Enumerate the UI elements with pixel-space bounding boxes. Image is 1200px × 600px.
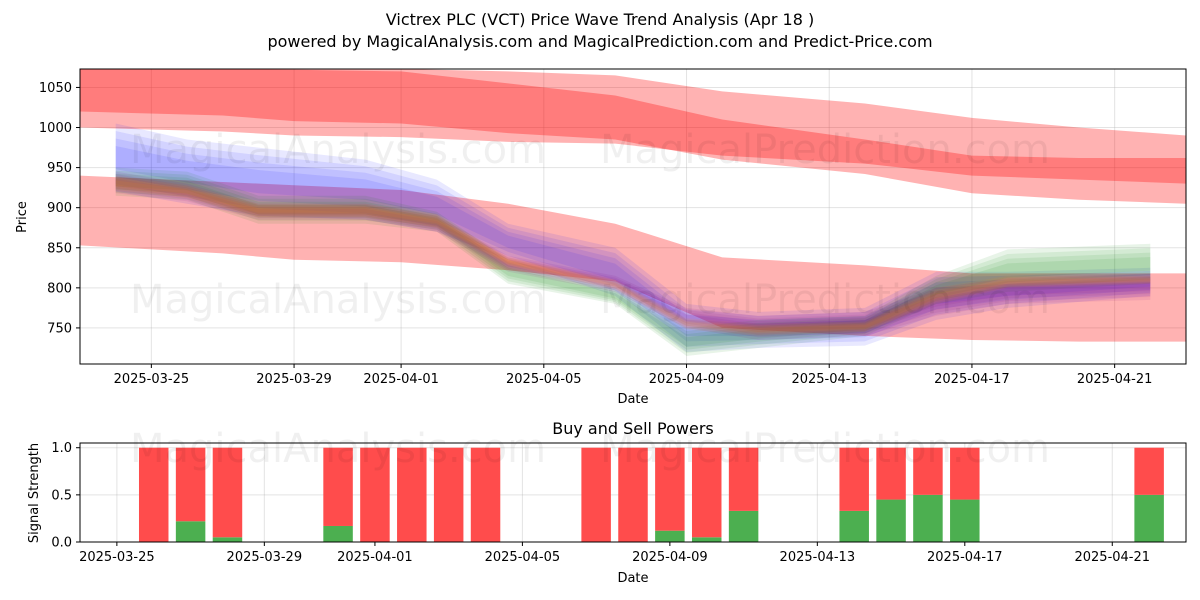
price-x-tick-label: 2025-04-01 xyxy=(363,372,439,387)
buy-bar xyxy=(212,537,243,542)
price-wave-series-3 xyxy=(115,177,1151,335)
sell-bar xyxy=(950,447,980,500)
signal-x-tick-label: 2025-04-13 xyxy=(780,550,856,565)
buy-bar xyxy=(913,494,943,542)
buy-bar xyxy=(876,499,906,542)
signal-x-tick-label: 2025-04-01 xyxy=(337,550,413,565)
price-x-label: Date xyxy=(617,392,648,407)
price-x-tick-label: 2025-04-05 xyxy=(506,372,582,387)
sell-bar xyxy=(175,447,206,522)
watermark-top-right: MagicalPrediction.com xyxy=(600,127,1050,173)
price-y-tick-label: 800 xyxy=(47,281,72,296)
signal-x-ticks: 2025-03-25 2025-03-29 2025-04-01 2025-04-05… xyxy=(79,542,1150,565)
price-y-tick-label: 750 xyxy=(47,321,72,336)
signal-x-tick-label: 2025-04-05 xyxy=(485,550,561,565)
sell-bar xyxy=(655,447,685,531)
signal-axes-frame xyxy=(79,442,1187,543)
price-y-tick-label: 950 xyxy=(47,161,72,176)
price-x-tick-label: 2025-04-09 xyxy=(649,372,725,387)
price-wave-series-0 xyxy=(115,138,1151,342)
sell-bar xyxy=(470,447,501,542)
signal-x-label: Date xyxy=(617,571,648,586)
price-y-tick-label: 1000 xyxy=(39,121,72,136)
price-x-ticks: 2025-03-25 2025-03-29 2025-04-01 2025-04-05… xyxy=(114,364,1153,387)
price-panel: MagicalAnalysis.com MagicalPrediction.co… xyxy=(15,68,1187,407)
sell-bar xyxy=(913,447,943,495)
price-y-tick-label: 850 xyxy=(47,241,72,256)
signal-x-tick-label: 2025-03-29 xyxy=(227,550,303,565)
signal-y-ticks: 0.0 0.5 1.0 xyxy=(51,441,80,551)
price-wave-series-2 xyxy=(115,171,1151,340)
price-wave-series-1 xyxy=(115,176,1151,347)
signal-x-tick-label: 2025-03-25 xyxy=(79,550,155,565)
price-x-tick-label: 2025-04-17 xyxy=(934,372,1010,387)
signal-x-tick-label: 2025-04-21 xyxy=(1074,550,1150,565)
watermark-mid-right: MagicalPrediction.com xyxy=(600,277,1050,323)
sell-bar xyxy=(212,447,243,538)
signal-title: Buy and Sell Powers xyxy=(552,419,714,438)
sell-bar xyxy=(360,447,390,542)
sell-bar xyxy=(691,447,722,538)
chart-title: Victrex PLC (VCT) Price Wave Trend Analy… xyxy=(386,10,814,29)
price-wave-series-0 xyxy=(115,131,1151,347)
price-wave-series-2 xyxy=(115,174,1151,338)
watermark-mid-left: MagicalAnalysis.com xyxy=(130,277,546,323)
buy-bar xyxy=(323,525,353,542)
watermark-bottom-right: MagicalPrediction.com xyxy=(600,426,1050,472)
price-wave-series-2 xyxy=(115,176,1151,335)
chart-subtitle: powered by MagicalAnalysis.com and Magic… xyxy=(267,32,932,51)
watermark-bottom-left: MagicalAnalysis.com xyxy=(130,426,546,472)
price-wave-series-1 xyxy=(115,170,1151,353)
signal-x-tick-label: 2025-04-17 xyxy=(927,550,1003,565)
price-y-tick-label: 900 xyxy=(47,201,72,216)
price-bands xyxy=(80,69,1186,342)
signal-panel: Buy and Sell Powers MagicalAnalysis.com … xyxy=(27,419,1187,586)
price-wave-series-0 xyxy=(115,146,1151,337)
sell-bar xyxy=(581,447,611,542)
price-x-tick-label: 2025-03-29 xyxy=(256,372,332,387)
sell-bar xyxy=(728,447,759,511)
sell-bar xyxy=(397,447,427,542)
price-x-tick-label: 2025-03-25 xyxy=(114,372,190,387)
sell-bar xyxy=(323,447,353,526)
price-waves xyxy=(115,123,1151,356)
sell-bar xyxy=(839,447,869,511)
sell-bar xyxy=(618,447,648,542)
price-wave-series-3 xyxy=(115,175,1151,336)
price-y-label: Price xyxy=(15,201,30,233)
buy-bar xyxy=(839,510,869,542)
signal-y-tick-label: 0.0 xyxy=(51,536,72,551)
price-y-ticks: 750 800 850 900 950 1000 1050 xyxy=(39,81,80,336)
price-grid xyxy=(80,69,1186,364)
price-y-tick-label: 1050 xyxy=(39,81,72,96)
buy-bar xyxy=(655,530,685,542)
sell-bar xyxy=(1134,447,1164,495)
sell-bar xyxy=(876,447,906,500)
sell-bar xyxy=(433,447,464,542)
price-axes-frame xyxy=(79,68,1187,365)
price-band-upper_core xyxy=(80,69,1186,204)
signal-bars xyxy=(138,447,1164,542)
buy-bar xyxy=(950,499,980,542)
buy-bar xyxy=(175,521,206,542)
buy-bar xyxy=(1134,494,1164,542)
buy-bar xyxy=(728,510,759,542)
buy-bar xyxy=(691,537,722,542)
watermark-top-left: MagicalAnalysis.com xyxy=(130,127,546,173)
price-x-tick-label: 2025-04-21 xyxy=(1077,372,1153,387)
signal-y-label: Signal Strength xyxy=(27,443,42,543)
price-wave-series-0 xyxy=(115,123,1151,352)
signal-y-tick-label: 0.5 xyxy=(51,488,72,503)
price-wave-series-1 xyxy=(115,167,1151,356)
sell-bar xyxy=(138,447,169,542)
price-band-lower_outer xyxy=(80,175,1186,342)
signal-x-tick-label: 2025-04-09 xyxy=(632,550,708,565)
price-wave-series-1 xyxy=(115,173,1151,350)
price-band-upper_outer xyxy=(80,69,1186,184)
price-x-tick-label: 2025-04-13 xyxy=(791,372,867,387)
signal-y-tick-label: 1.0 xyxy=(51,441,72,456)
